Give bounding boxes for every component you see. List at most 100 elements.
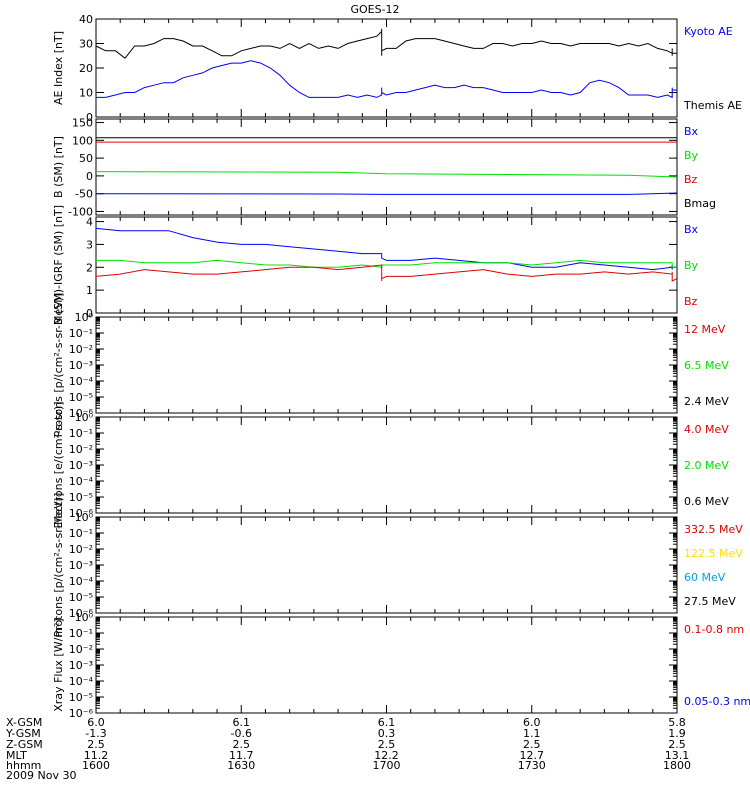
legend-entry: 122.5 MeV: [684, 547, 743, 560]
legend-entry: Bx: [684, 223, 699, 236]
y-tick-label: -50: [75, 188, 93, 201]
y-axis-title: B (SM)-IGRF (SM) [nT]: [52, 205, 65, 325]
legend-entry: Themis AE: [683, 99, 742, 112]
x-row-label: hhmm: [6, 759, 41, 772]
x-row-value: 1730: [518, 759, 546, 772]
y-tick-label: 10⁰: [75, 611, 94, 624]
y-axis-title: Protons [p/(cm²-s-sr-MeV)]: [52, 493, 65, 638]
series-themis-ae: [95, 28, 677, 59]
x-row-value: 0.3: [378, 727, 396, 740]
x-row-label: MLT: [6, 749, 27, 762]
x-row-label: Z-GSM: [6, 738, 43, 751]
x-row-value: 2.5: [378, 738, 396, 751]
legend-entry: By: [684, 149, 699, 162]
y-tick-label: 100: [72, 134, 93, 147]
x-row-value: 2.5: [668, 738, 686, 751]
x-row-value: 1700: [373, 759, 401, 772]
date-label: 2009 Nov 30: [6, 769, 76, 782]
y-tick-label: 0: [86, 170, 93, 183]
y-tick-label: 150: [72, 117, 93, 130]
y-tick-label: 10⁻⁴: [69, 575, 94, 588]
series-bx: [95, 192, 678, 195]
y-tick-label: 30: [79, 38, 93, 51]
y-tick-label: 10⁻⁵: [69, 691, 93, 704]
legend-entry: 2.4 MeV: [684, 395, 729, 408]
x-row-label: Y-GSM: [5, 727, 41, 740]
y-tick-label: 10⁻³: [69, 459, 93, 472]
y-tick-label: 4: [86, 216, 93, 229]
panel-bsm: -100 -50 0 50 100 150 B (SM) [nT] Bx By Bz Bmag: [52, 117, 716, 219]
y-axis-title: Protons [p/(cm²-s-sr-MeV)]: [52, 293, 65, 438]
x-row-value: 6.0: [87, 716, 105, 729]
legend-entry: Bz: [684, 173, 698, 186]
y-tick-label: 10⁻¹: [69, 527, 93, 540]
y-tick-label: 10⁻¹: [69, 427, 93, 440]
y-tick-label: 1: [86, 284, 93, 297]
x-row-value: 1.1: [523, 727, 541, 740]
y-axis-title: AE Index [nT]: [52, 31, 65, 105]
legend-entry: By: [684, 259, 699, 272]
y-tick-label: 10⁻²: [69, 443, 93, 456]
y-tick-label: -100: [68, 205, 93, 218]
legend-entry: 0.05-0.3 nm: [684, 695, 750, 708]
x-row-value: 2.5: [523, 738, 541, 751]
legend-entry: 0.6 MeV: [684, 495, 729, 508]
y-tick-label: 20: [79, 62, 93, 75]
y-tick-label: 10⁻⁴: [69, 475, 94, 488]
y-tick-label: 10⁻⁵: [69, 591, 93, 604]
y-tick-label: 10⁻¹: [69, 327, 93, 340]
y-tick-label: 0: [86, 307, 93, 320]
y-tick-label: 10⁻²: [69, 343, 93, 356]
y-tick-label: 10⁰: [75, 311, 94, 324]
y-tick-label: 10⁻³: [69, 659, 93, 672]
y-tick-label: 10⁻³: [69, 359, 93, 372]
y-tick-label: 10⁻²: [69, 643, 93, 656]
x-row-label: X-GSM: [6, 716, 42, 729]
x-row-value: 5.8: [668, 716, 686, 729]
y-tick-label: 10⁻⁵: [69, 491, 93, 504]
y-tick-label: 10⁻⁶: [69, 507, 94, 520]
y-axis-title: B (SM) [nT]: [52, 136, 65, 198]
x-row-value: 13.1: [665, 749, 690, 762]
x-row-value: 11.7: [229, 749, 254, 762]
x-row-value: 1630: [227, 759, 255, 772]
y-tick-label: 2: [86, 261, 93, 274]
panel-xray: 10⁻⁶ 10⁻⁵ 10⁻⁴ 10⁻³ 10⁻² 10⁻¹ 10⁰ Xray Flux [W/…: [52, 611, 750, 720]
series-by: [96, 259, 677, 268]
panel-protons2: 10⁻⁶ 10⁻⁵ 10⁻⁴ 10⁻³ 10⁻² 10⁻¹ 10⁰ Protons [p/(c…: [52, 493, 743, 638]
legend-entry: Bmag: [684, 197, 716, 210]
x-row-value: 6.1: [233, 716, 251, 729]
x-row-value: 12.7: [520, 749, 545, 762]
x-row-value: 12.2: [374, 749, 399, 762]
plot-title: GOES-12: [350, 3, 399, 16]
legend-entry: Bz: [684, 295, 698, 308]
y-tick-label: 10⁻³: [69, 559, 93, 572]
panel-frame: [95, 416, 678, 514]
y-tick-label: 10⁻⁶: [69, 707, 94, 720]
y-tick-label: 3: [86, 238, 93, 251]
panel-frame: [95, 18, 678, 118]
x-row-value: 6.0: [523, 716, 541, 729]
y-tick-label: 10⁻⁶: [69, 407, 94, 420]
x-row-value: 6.1: [378, 716, 396, 729]
legend-entry: 6.5 MeV: [684, 359, 729, 372]
x-row-value: -1.3: [85, 727, 106, 740]
legend-entry: 12 MeV: [684, 323, 726, 336]
legend-entry: 60 MeV: [684, 571, 726, 584]
y-tick-label: 10⁻⁴: [69, 675, 94, 688]
y-tick-label: 40: [79, 13, 93, 26]
legend-entry: 0.1-0.8 nm: [684, 623, 744, 636]
panel-bigrf: 0 1 2 3 4 B (SM)-IGRF (SM) [nT] Bx By Bz: [52, 205, 699, 325]
x-row-value: 1.9: [668, 727, 686, 740]
x-axis-table: X-GSM 6.0 6.1 6.1 6.0 5.8 Y-GSM -1.3 -0.6 0.3 1.1 1…: [5, 716, 691, 782]
y-tick-label: 10⁻⁶: [69, 607, 94, 620]
panel-frame: [95, 118, 678, 216]
y-tick-label: 10⁰: [75, 511, 94, 524]
legend-entry: Kyoto AE: [684, 25, 733, 38]
x-row-value: -0.6: [231, 727, 252, 740]
y-tick-label: 10⁰: [75, 411, 94, 424]
y-tick-label: 10⁻¹: [69, 627, 93, 640]
panel-electrons: 10⁻⁶ 10⁻⁵ 10⁻⁴ 10⁻³ 10⁻² 10⁻¹ 10⁰ Electrons [e/…: [52, 401, 729, 528]
legend-entry: 2.0 MeV: [684, 459, 729, 472]
